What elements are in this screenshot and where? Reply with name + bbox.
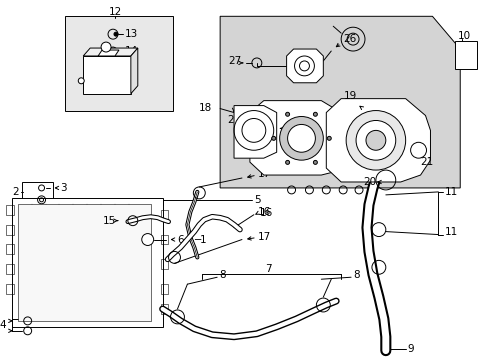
Circle shape (326, 136, 330, 140)
Circle shape (114, 32, 118, 36)
Bar (6, 244, 14, 255)
Text: 3: 3 (61, 183, 67, 193)
Circle shape (285, 161, 289, 165)
Circle shape (355, 121, 395, 160)
Text: 17: 17 (257, 231, 270, 242)
Text: 17: 17 (257, 169, 270, 179)
Circle shape (287, 125, 315, 152)
Circle shape (78, 78, 84, 84)
Text: 5: 5 (253, 195, 260, 205)
Text: 16: 16 (257, 207, 270, 217)
Circle shape (313, 112, 317, 116)
Text: 20: 20 (362, 177, 375, 187)
Bar (83, 56, 131, 94)
Bar (160, 235, 167, 244)
Circle shape (279, 117, 323, 160)
Text: 8: 8 (219, 270, 225, 280)
Circle shape (365, 130, 385, 150)
Polygon shape (83, 48, 138, 56)
Text: 23: 23 (226, 116, 240, 126)
Polygon shape (234, 105, 276, 158)
Text: 2: 2 (12, 187, 19, 197)
Text: 24: 24 (256, 123, 269, 134)
Text: ─: ─ (194, 234, 200, 244)
Circle shape (101, 42, 111, 52)
Text: 1: 1 (200, 234, 206, 244)
Bar (65, 16, 172, 111)
Bar (12, 198, 163, 327)
Polygon shape (220, 16, 459, 188)
Text: 11: 11 (444, 226, 457, 237)
Text: 8: 8 (352, 270, 359, 280)
Text: 21: 21 (420, 157, 433, 167)
Text: 9: 9 (407, 344, 413, 354)
Bar (18, 204, 150, 321)
Text: 11: 11 (444, 187, 457, 197)
Text: 14: 14 (124, 46, 138, 56)
Bar (6, 264, 14, 274)
Circle shape (271, 136, 275, 140)
Text: 6: 6 (177, 234, 183, 244)
Text: 15: 15 (103, 216, 116, 226)
Polygon shape (98, 50, 119, 56)
Bar (6, 205, 14, 215)
Bar (6, 284, 14, 294)
Bar (160, 210, 167, 220)
Bar (160, 284, 167, 294)
Text: 16: 16 (259, 208, 272, 218)
Bar (160, 304, 167, 314)
Text: 13: 13 (124, 29, 138, 39)
Bar (6, 225, 14, 235)
Text: 19: 19 (344, 91, 357, 101)
Polygon shape (325, 99, 429, 182)
Text: 22: 22 (261, 135, 274, 145)
Text: 7: 7 (265, 264, 271, 274)
Text: 26: 26 (343, 34, 356, 44)
Bar (21, 182, 53, 204)
Polygon shape (131, 48, 138, 94)
Text: 18: 18 (199, 103, 212, 113)
Text: 12: 12 (108, 7, 122, 17)
Circle shape (346, 111, 405, 170)
Circle shape (313, 161, 317, 165)
Bar (454, 41, 476, 69)
Polygon shape (249, 101, 355, 175)
Text: 4: 4 (0, 320, 6, 330)
Text: 10: 10 (457, 31, 470, 41)
Bar (160, 259, 167, 269)
Polygon shape (286, 49, 323, 83)
Text: 25: 25 (296, 51, 309, 61)
Text: 27: 27 (227, 56, 241, 66)
Circle shape (142, 234, 153, 246)
Circle shape (285, 112, 289, 116)
